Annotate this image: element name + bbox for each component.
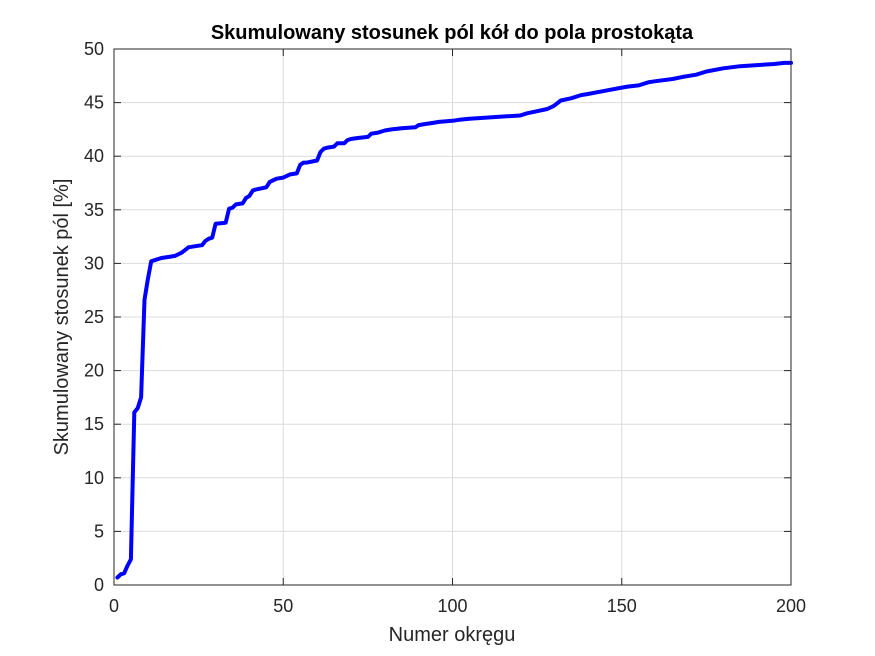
- y-tick-label: 10: [84, 468, 104, 488]
- y-tick-label: 0: [94, 575, 104, 595]
- x-tick-label: 100: [437, 596, 467, 616]
- x-tick-label: 0: [109, 596, 119, 616]
- y-tick-label: 35: [84, 200, 104, 220]
- x-tick-label: 50: [273, 596, 293, 616]
- y-tick-label: 20: [84, 361, 104, 381]
- x-tick-label: 150: [607, 596, 637, 616]
- y-tick-label: 40: [84, 146, 104, 166]
- x-axis-ticks: 0 50 100 150 200: [109, 49, 806, 616]
- y-axis-ticks: 0 5 10 15 20 25 30 35 40 45 50: [84, 39, 791, 595]
- chart-title: Skumulowany stosunek pól kół do pola pro…: [211, 22, 694, 44]
- y-tick-label: 50: [84, 39, 104, 59]
- y-tick-label: 25: [84, 307, 104, 327]
- y-tick-label: 15: [84, 414, 104, 434]
- y-axis-label: Skumulowany stosunek pól [%]: [51, 179, 73, 456]
- y-tick-label: 5: [94, 521, 104, 541]
- series-line: [115, 60, 793, 580]
- x-tick-label: 200: [776, 596, 806, 616]
- x-axis-label: Numer okręgu: [389, 624, 516, 646]
- y-tick-label: 45: [84, 93, 104, 113]
- y-tick-label: 30: [84, 253, 104, 273]
